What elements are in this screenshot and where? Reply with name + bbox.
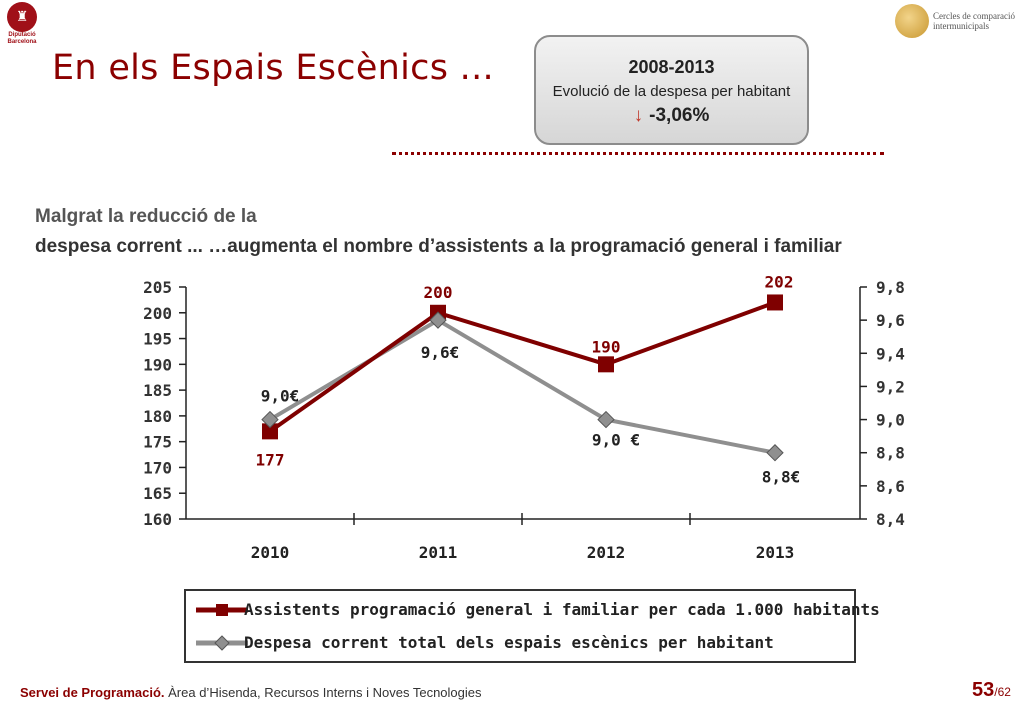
legend-label-series1: Assistents programació general i familia… xyxy=(244,600,880,619)
chart-legend: Assistents programació general i familia… xyxy=(184,589,880,663)
kpi-value: ↓ -3,06% xyxy=(536,105,807,127)
series1-data-label: 202 xyxy=(765,272,794,291)
left-tick-label: 205 xyxy=(143,278,172,297)
left-tick-label: 170 xyxy=(143,458,172,477)
kpi-value-text: -3,06% xyxy=(649,105,710,126)
page-title: En els Espais Escènics ... xyxy=(52,48,494,88)
shield-icon: ♜ xyxy=(7,2,37,32)
right-tick-label: 8,6 xyxy=(876,477,905,496)
series1-line xyxy=(268,300,776,433)
legend-swatch-series1 xyxy=(196,604,248,616)
left-tick-label: 180 xyxy=(143,407,172,426)
right-tick-label: 9,4 xyxy=(876,344,905,363)
left-tick-label: 165 xyxy=(143,484,172,503)
series1-data-label: 190 xyxy=(592,337,621,356)
down-arrow-icon: ↓ xyxy=(633,105,644,126)
series2-data-label: 8,8€ xyxy=(762,468,801,487)
x-tick-label: 2013 xyxy=(756,543,795,562)
right-tick-label: 8,8 xyxy=(876,444,905,463)
left-tick-label: 200 xyxy=(143,304,172,323)
series1-point xyxy=(767,294,783,311)
series2-point xyxy=(766,444,784,462)
right-tick-label: 9,8 xyxy=(876,278,905,297)
series1-data-label: 177 xyxy=(256,450,285,469)
legend-label-series2: Despesa corrent total dels espais escèni… xyxy=(244,633,774,652)
footer-rest: Àrea d’Hisenda, Recursos Interns i Noves… xyxy=(164,685,482,700)
kpi-description: Evolució de la despesa per habitant xyxy=(552,83,791,100)
series2-point xyxy=(429,311,447,329)
left-tick-label: 195 xyxy=(143,330,172,349)
subtitle-prefix: despesa corrent ... xyxy=(35,236,203,257)
dotted-divider xyxy=(392,152,884,155)
globe-icon xyxy=(895,4,929,38)
left-tick-label: 160 xyxy=(143,510,172,529)
right-tick-label: 9,2 xyxy=(876,377,905,396)
right-tick-label: 8,4 xyxy=(876,510,905,529)
diputacio-logo: ♜ Diputació Barcelona xyxy=(4,2,40,52)
series1-point xyxy=(262,423,278,440)
page-current: 53 xyxy=(972,679,995,701)
series2-data-label: 9,0 € xyxy=(592,431,640,450)
subtitle-line1: Malgrat la reducció de la xyxy=(35,206,257,227)
series2-point xyxy=(261,410,279,429)
left-tick-label: 175 xyxy=(143,433,172,452)
subtitle-emphasis: …augmenta el nombre d’assistents a la pr… xyxy=(208,236,842,257)
kpi-box: 2008-2013 Evolució de la despesa per hab… xyxy=(534,35,809,145)
cercles-text: Cercles de comparació intermunicipals xyxy=(933,11,1015,31)
footer-dept: Servei de Programació. xyxy=(20,685,165,700)
series2-data-label: 9,0€ xyxy=(261,387,300,406)
series2-data-label: 9,6€ xyxy=(421,343,460,362)
left-tick-label: 185 xyxy=(143,381,172,400)
x-tick-label: 2010 xyxy=(251,543,290,562)
cercles-logo: Cercles de comparació intermunicipals xyxy=(895,4,1020,40)
right-tick-label: 9,0 xyxy=(876,411,905,430)
subtitle-line2: despesa corrent ... …augmenta el nombre … xyxy=(35,236,842,258)
left-tick-label: 190 xyxy=(143,355,172,374)
kpi-years: 2008-2013 xyxy=(628,57,715,77)
right-tick-label: 9,6 xyxy=(876,311,905,330)
series1-data-label: 200 xyxy=(424,283,453,302)
page-number: 53/62 xyxy=(972,679,1011,702)
x-tick-label: 2011 xyxy=(419,543,458,562)
x-tick-label: 2012 xyxy=(587,543,626,562)
page-total: /62 xyxy=(994,685,1011,699)
legend-swatch-series2 xyxy=(196,635,248,651)
logo-text: Diputació Barcelona xyxy=(7,32,37,45)
series1-point xyxy=(598,356,614,373)
series2-point xyxy=(597,410,615,429)
footer: Servei de Programació. Àrea d’Hisenda, R… xyxy=(20,685,482,700)
